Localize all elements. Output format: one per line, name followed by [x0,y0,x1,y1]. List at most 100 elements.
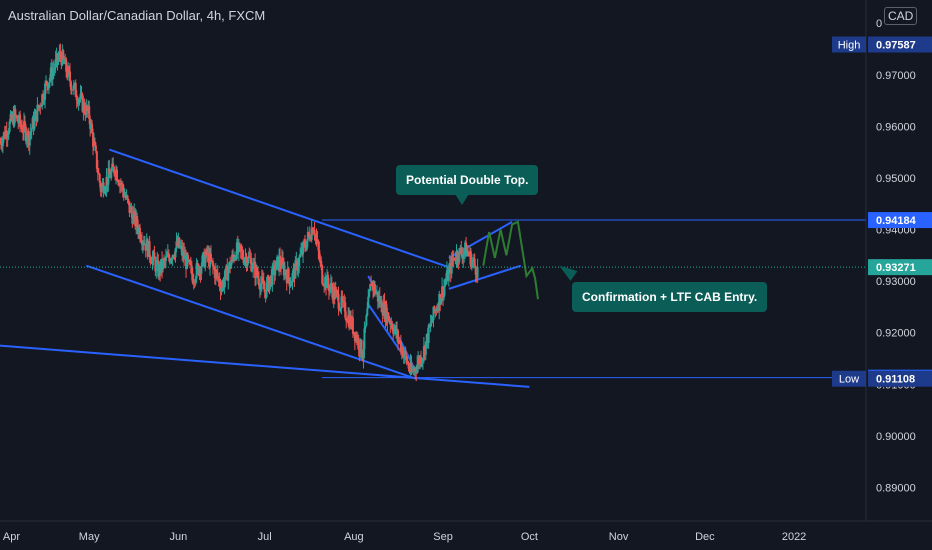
candle-body [430,322,433,324]
candle-body [290,282,293,286]
candle-body [374,292,377,294]
candle-body [93,141,96,146]
candle-body [322,283,325,286]
currency-button[interactable]: CAD [884,7,918,25]
trend-line [448,264,522,290]
candle-body [230,262,233,269]
candle-body [323,285,326,287]
candle-body [460,248,463,255]
candle-body [25,139,28,142]
candle-body [47,82,50,89]
candle-body [104,188,107,192]
candle-body [274,270,277,276]
candle-body [78,99,81,101]
candle-body [116,180,119,183]
candle-body [336,291,339,294]
candle-body [211,261,214,267]
candle-body [7,131,10,135]
y-tick-label: 0.95000 [876,173,916,185]
candle-body [341,296,344,303]
price-label-text: 0.94184 [876,215,917,227]
candle-body [334,290,337,299]
candle-body [431,319,434,323]
candle-body [467,251,470,254]
candle-body [173,257,176,259]
y-tick-label: 0 [876,18,882,30]
candle-body [24,126,27,142]
candle-body [344,302,347,318]
candle-body [165,256,168,258]
candle-body [0,142,2,145]
candle-body [456,251,459,261]
candle-body [387,312,390,321]
candle-body [284,269,287,275]
candle-body [183,250,186,260]
price-tag-box [832,370,866,387]
candle-body [29,131,32,135]
candle-body [42,94,45,101]
y-tick-label: 0.92000 [876,328,916,340]
candle-body [463,251,466,255]
candle-body [250,258,253,272]
candle-body [343,300,346,303]
candle-body [195,263,198,279]
candle-body [282,262,285,276]
candle-body [296,260,299,271]
candle-body [263,289,266,293]
candle-body [30,128,33,132]
candle-body [444,280,447,284]
price-label-text: 0.93271 [876,262,916,274]
candle-body [28,134,31,146]
candle-body [389,321,392,325]
candle-body [471,260,474,262]
candle-body [139,238,142,242]
candle-body [248,256,251,258]
candle-body [92,132,95,147]
candle-body [424,341,427,356]
candle-body [57,57,60,62]
price-tag-text: Low [839,374,859,386]
candle-body [88,106,91,120]
annotation-entry: Confirmation + LTF CAB Entry. [572,282,768,312]
candle-body [365,315,368,326]
candle-body [172,255,175,258]
candle-body [69,81,72,91]
y-tick-label: 0.93000 [876,276,916,288]
candle-body [393,329,396,334]
candle-body [252,262,255,269]
candle-body [8,121,11,132]
candle-body [130,206,133,214]
candle-body [94,145,97,152]
candle-body [68,67,71,72]
candle-body [380,299,383,313]
candle-body [399,340,402,352]
x-tick-label: Dec [695,531,715,543]
candle-body [126,195,129,200]
candle-body [196,263,199,265]
candle-body [298,257,301,267]
candle-body [77,99,80,104]
x-tick-label: 2022 [782,531,806,543]
candle-body [288,278,291,287]
candle-body [315,235,318,240]
candle-body [80,93,83,95]
candle-body [107,168,110,185]
candle-body [265,282,268,298]
candle-body [476,266,479,278]
candle-body [450,257,453,274]
candle-body [215,270,218,273]
y-tick-label: 0.96000 [876,121,916,133]
candle-body [71,89,74,91]
candle-body [328,287,331,292]
candle-body [407,363,410,369]
candle-body [98,174,101,183]
candle-body [261,277,264,282]
candle-body [320,260,323,266]
candlestick-series [0,43,479,382]
candle-body [294,260,297,279]
candle-body [249,257,252,259]
candle-body [45,81,48,86]
x-tick-label: Jul [258,531,272,543]
y-tick-label: 0.90000 [876,431,916,443]
